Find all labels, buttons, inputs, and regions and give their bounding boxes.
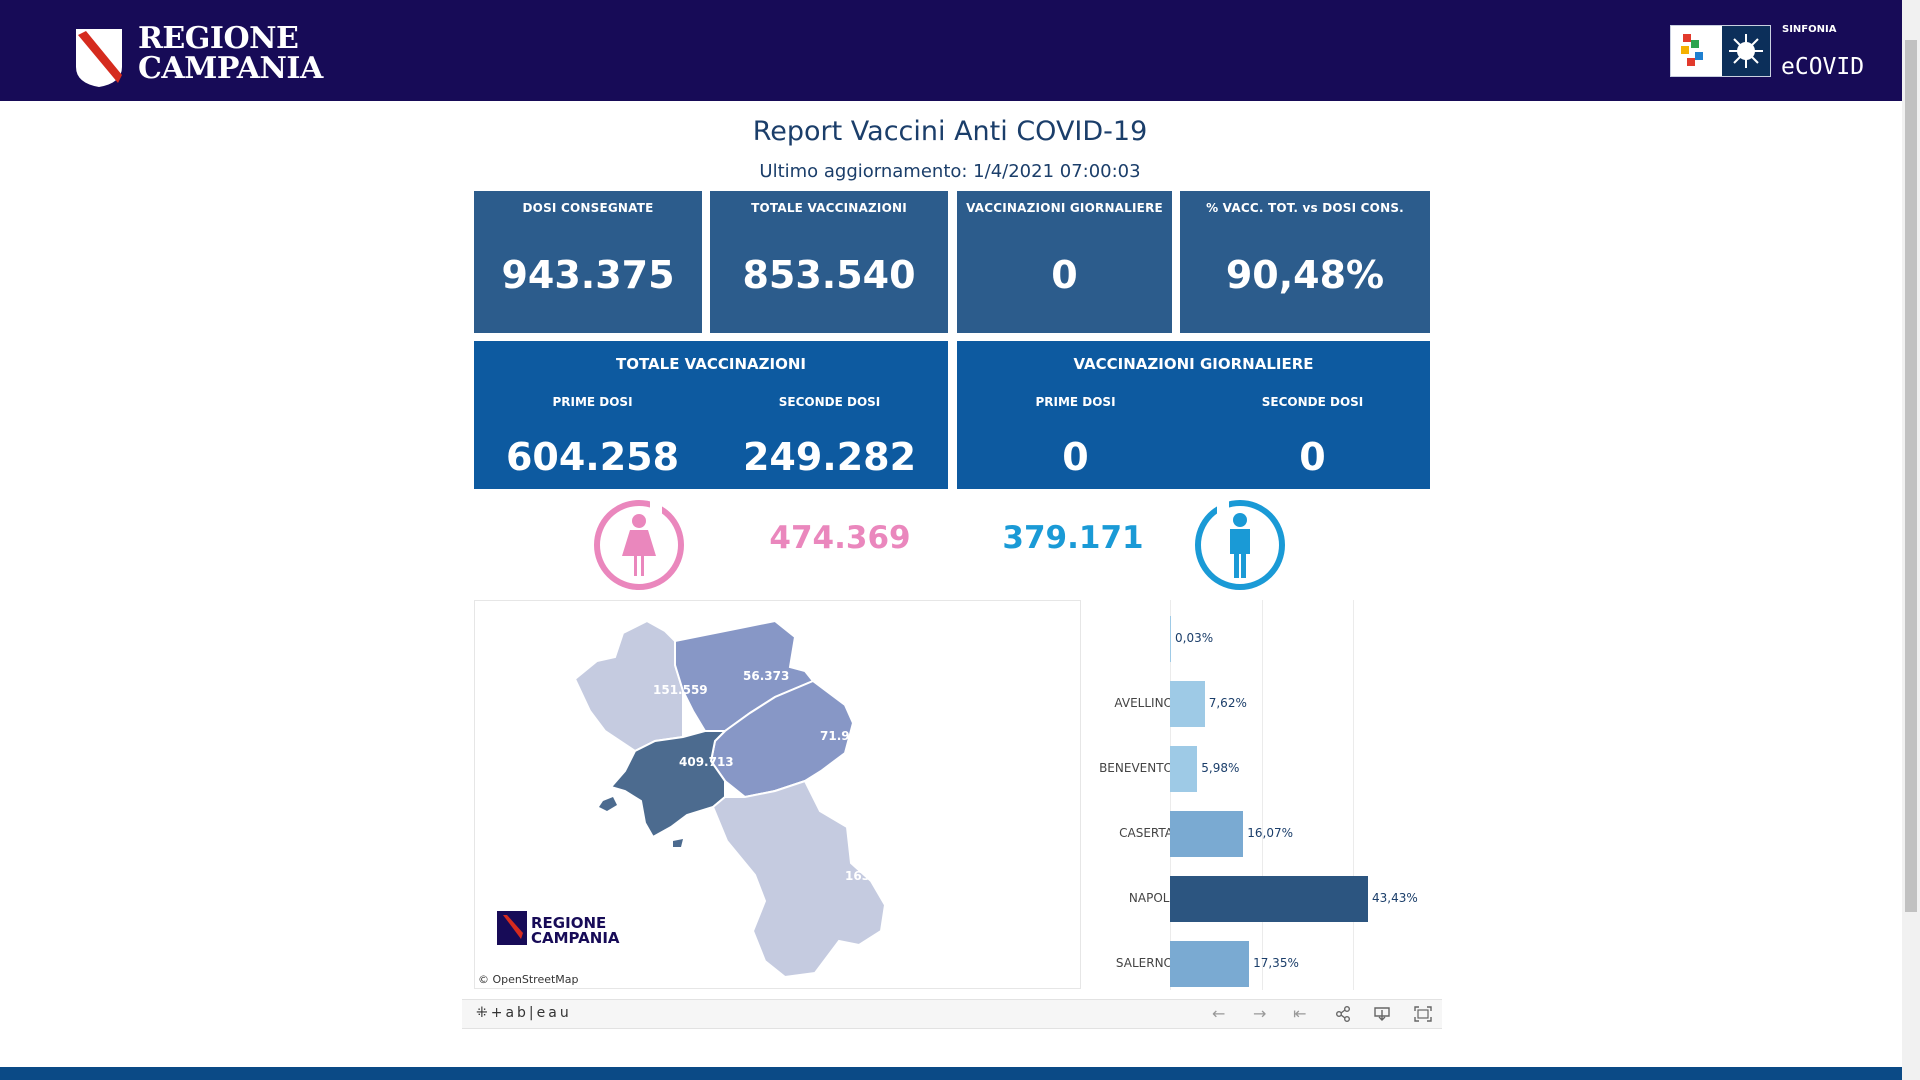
brand-line-2: CAMPANIA <box>138 51 323 86</box>
page-scrollbar[interactable] <box>1902 0 1920 1080</box>
share-icon[interactable] <box>1335 1006 1351 1022</box>
bar-mark[interactable] <box>1170 941 1250 987</box>
island-capri <box>673 839 683 847</box>
kpi-value: 943.375 <box>501 253 675 297</box>
panel-title: TOTALE VACCINAZIONI <box>616 355 806 373</box>
kpi-percent-vaccinati: % VACC. TOT. vs DOSI CONS. 90,48% <box>1180 191 1430 333</box>
bar-mark[interactable] <box>1170 811 1244 857</box>
campania-map[interactable]: 151.559 56.373 71.932 409.713 163.722 RE… <box>474 600 1081 989</box>
kpi-label: % VACC. TOT. vs DOSI CONS. <box>1206 201 1404 215</box>
svg-text:REGIONE: REGIONE <box>531 914 606 932</box>
kpi-label: TOTALE VACCINAZIONI <box>751 201 907 215</box>
island-ischia <box>599 797 617 811</box>
province-salerno <box>711 779 887 979</box>
bar-category-label: CASERTA <box>1119 826 1173 840</box>
map-logo: REGIONE CAMPANIA <box>497 911 620 947</box>
fullscreen-icon[interactable] <box>1414 1006 1432 1022</box>
bar-category-label: SALERNO <box>1115 956 1173 970</box>
regione-campania-shield-icon <box>76 29 122 87</box>
ecovid-label: eCOVID <box>1781 54 1865 80</box>
chart-gridline <box>1262 600 1263 990</box>
tableau-wordmark: +ab|eau <box>490 1005 572 1021</box>
prime-dosi-label: PRIME DOSI <box>552 395 633 409</box>
footer-band <box>0 1067 1902 1080</box>
bar-value-label: 0,03% <box>1175 631 1214 645</box>
seconde-dosi-value: 249.282 <box>742 435 917 479</box>
kpi-label: DOSI CONSEGNATE <box>522 201 654 215</box>
kpi-totale-vaccinazioni: TOTALE VACCINAZIONI 853.540 <box>710 191 948 333</box>
female-icon <box>594 500 684 590</box>
kpi-label: VACCINAZIONI GIORNALIERE <box>966 201 1163 215</box>
last-update: Ultimo aggiornamento: 1/4/2021 07:00:03 <box>759 161 1141 182</box>
male-icon <box>1195 500 1285 590</box>
brand-name[interactable]: REGIONE CAMPANIA <box>138 24 323 84</box>
province-map: 151.559 56.373 71.932 409.713 163.722 RE… <box>497 619 900 979</box>
map-attribution[interactable]: © OpenStreetMap <box>478 973 579 986</box>
brand-line-1: REGIONE <box>138 21 299 56</box>
sinfonia-mosaic-icon <box>1681 26 1770 76</box>
bar-mark[interactable] <box>1170 681 1205 727</box>
kpi-value: 90,48% <box>1225 253 1385 297</box>
seconde-dosi-label: SECONDE DOSI <box>778 395 881 409</box>
map-label-caserta: 151.559 <box>653 683 708 697</box>
prime-dosi-value: 0 <box>1062 435 1089 479</box>
undo-icon[interactable]: ← <box>1212 1004 1226 1023</box>
tableau-mark-icon: ⁜ <box>476 1005 491 1021</box>
male-count: 379.171 <box>1002 520 1144 556</box>
bar-value-label: 7,62% <box>1208 696 1247 710</box>
province-bar-chart[interactable]: 0,03% AVELLINO 7,62% BENEVENTO 5,98% CASERTA 1… <box>1085 600 1430 990</box>
sinfonia-logo[interactable] <box>1670 25 1771 77</box>
vaccinazioni-giornaliere-panel: VACCINAZIONI GIORNALIERE PRIME DOSI SECO… <box>957 341 1430 489</box>
panel-title: VACCINAZIONI GIORNALIERE <box>1073 355 1314 373</box>
seconde-dosi-value: 0 <box>1299 435 1326 479</box>
bar-mark[interactable] <box>1170 746 1198 792</box>
kpi-vaccinazioni-giornaliere: VACCINAZIONI GIORNALIERE 0 <box>957 191 1172 333</box>
kpi-value: 853.540 <box>742 253 916 297</box>
bar-category-label: AVELLINO <box>1114 696 1173 710</box>
bar-value-label: 16,07% <box>1247 826 1294 840</box>
redo-icon[interactable]: → <box>1253 1004 1267 1023</box>
totale-vaccinazioni-panel: TOTALE VACCINAZIONI PRIME DOSI SECONDE D… <box>474 341 948 489</box>
prime-dosi-label: PRIME DOSI <box>1035 395 1116 409</box>
map-label-napoli: 409.713 <box>679 755 734 769</box>
site-header: REGIONE CAMPANIA SINFONIA eCOVID <box>0 0 1902 101</box>
bar-category-label: BENEVENTO <box>1099 761 1173 775</box>
bar-value-label: 17,35% <box>1253 956 1299 970</box>
bar-value-label: 43,43% <box>1372 891 1418 905</box>
revert-icon[interactable]: ⇤ <box>1293 1004 1307 1023</box>
female-count: 474.369 <box>769 520 911 556</box>
tableau-logo[interactable]: ⁜+ab|eau <box>476 1005 572 1021</box>
seconde-dosi-label: SECONDE DOSI <box>1261 395 1364 409</box>
chart-gridline <box>1170 600 1171 990</box>
download-icon[interactable] <box>1374 1006 1390 1022</box>
bar-mark[interactable] <box>1170 616 1171 662</box>
bar-mark[interactable] <box>1170 876 1368 922</box>
svg-text:CAMPANIA: CAMPANIA <box>531 929 620 947</box>
kpi-dosi-consegnate: DOSI CONSEGNATE 943.375 <box>474 191 702 333</box>
bar-category-label: NAPOLI <box>1128 891 1173 905</box>
scrollbar-thumb[interactable] <box>1905 40 1917 912</box>
kpi-value: 0 <box>1051 253 1078 297</box>
sinfonia-label: SINFONIA <box>1782 24 1837 35</box>
chart-gridline <box>1353 600 1354 990</box>
report-title: Report Vaccini Anti COVID-19 <box>752 116 1148 147</box>
bar-value-label: 5,98% <box>1201 761 1240 775</box>
tableau-toolbar: ⁜+ab|eau ← → ⇤ <box>462 999 1442 1029</box>
map-label-salerno: 163.722 <box>845 869 900 883</box>
prime-dosi-value: 604.258 <box>505 435 680 479</box>
map-label-benevento: 56.373 <box>743 669 789 683</box>
map-label-avellino: 71.932 <box>820 729 866 743</box>
